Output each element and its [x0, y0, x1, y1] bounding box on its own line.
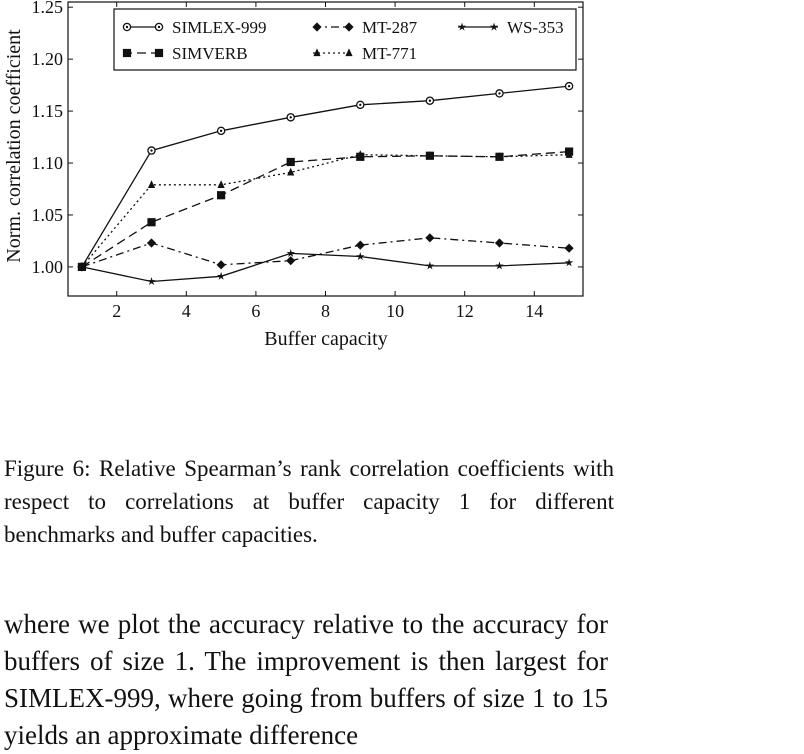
y-tick-label: 1.05 — [32, 205, 64, 225]
data-point-ws-353 — [495, 261, 504, 270]
legend-marker — [345, 48, 353, 57]
legend-marker — [312, 22, 322, 32]
chart: 2 4 6 8 10 12 14 1.00 1.05 1.10 1.15 1.20 1.25 SIML… — [3, 0, 584, 350]
y-axis: 1.00 1.05 1.10 1.15 1.20 1.25 — [32, 0, 583, 277]
legend: SIMLEX-999 SIMVERB MT-287 MT-771 WS-353 — [113, 8, 577, 71]
x-axis-label: Buffer capacity — [264, 328, 387, 350]
series-ws-353 — [77, 249, 574, 285]
data-point-simlex-999-dot — [359, 103, 362, 107]
legend-entry-mt-287: MT-287 — [312, 18, 418, 37]
y-tick-label: 1.10 — [32, 153, 64, 173]
data-point-mt-771 — [426, 151, 434, 159]
data-point-ws-353 — [425, 261, 435, 270]
x-tick-label: 6 — [251, 301, 260, 321]
legend-marker — [154, 48, 164, 58]
data-point-ws-353 — [77, 262, 87, 271]
series-mt-771 — [78, 150, 573, 271]
body-paragraph: where we plot the accuracy relative to t… — [4, 609, 608, 750]
data-point-mt-287 — [146, 238, 157, 248]
data-point-mt-287 — [425, 233, 435, 243]
data-point-ws-353 — [356, 252, 365, 261]
data-point-mt-287 — [355, 240, 365, 250]
legend-label: WS-353 — [507, 18, 564, 37]
data-point-mt-771 — [565, 150, 573, 158]
data-point-mt-287 — [494, 238, 505, 248]
data-point-ws-353 — [147, 277, 156, 285]
legend-label: MT-771 — [362, 44, 417, 63]
data-point-mt-287 — [286, 256, 296, 266]
legend-marker — [122, 48, 132, 58]
data-point-simlex-999-dot — [219, 129, 223, 133]
legend-entry-simverb: SIMVERB — [122, 44, 248, 63]
series-layer — [77, 81, 574, 285]
data-point-mt-771 — [217, 180, 225, 188]
legend-label: SIMVERB — [172, 44, 248, 63]
series-line-mt-287 — [81, 237, 570, 268]
y-tick-label: 1.25 — [32, 0, 64, 17]
data-point-mt-287 — [564, 243, 574, 253]
legend-marker — [313, 48, 321, 57]
series-line-ws-353 — [81, 252, 570, 283]
legend-marker-dot — [125, 25, 129, 29]
series-simverb — [77, 147, 574, 272]
data-point-simlex-999-dot — [428, 99, 432, 102]
legend-entry-mt-771: MT-771 — [313, 44, 417, 63]
data-point-simlex-999-dot — [289, 116, 292, 119]
x-tick-label: 8 — [321, 301, 330, 321]
legend-marker — [489, 22, 499, 31]
data-point-ws-353 — [216, 271, 226, 280]
data-point-mt-771 — [495, 152, 504, 160]
y-axis-label: Norm. correlation coefficient — [3, 29, 25, 263]
legend-marker — [344, 22, 354, 32]
data-point-simlex-999-dot — [567, 84, 571, 88]
y-tick-label: 1.00 — [32, 257, 64, 277]
data-point-ws-353 — [564, 258, 574, 267]
data-point-simverb — [217, 191, 226, 200]
figure-caption: Figure 6: Relative Spearman’s rank corre… — [4, 456, 614, 547]
legend-box — [113, 8, 577, 71]
legend-entry-simlex-999: SIMLEX-999 — [122, 18, 266, 37]
legend-label: SIMLEX-999 — [172, 18, 266, 37]
data-point-mt-771 — [287, 167, 295, 176]
data-point-mt-287 — [216, 260, 226, 270]
data-point-mt-771 — [356, 150, 364, 158]
x-tick-label: 10 — [386, 301, 404, 321]
data-point-simlex-999-dot — [150, 149, 153, 152]
y-tick-label: 1.15 — [32, 101, 64, 121]
legend-marker-dot — [157, 25, 161, 29]
x-tick-label: 14 — [525, 301, 543, 321]
series-line-mt-771 — [81, 154, 570, 268]
series-line-simlex-999 — [81, 85, 570, 268]
x-tick-label: 4 — [182, 301, 191, 321]
legend-marker — [457, 22, 467, 31]
data-point-simverb — [286, 157, 295, 167]
legend-label: MT-287 — [362, 18, 418, 37]
series-line-simverb — [81, 150, 570, 268]
x-tick-label: 12 — [456, 301, 474, 321]
y-tick-label: 1.20 — [32, 49, 64, 69]
x-tick-label: 2 — [112, 301, 121, 321]
data-point-mt-771 — [147, 180, 156, 188]
data-point-simlex-999-dot — [498, 92, 501, 95]
data-point-simverb — [147, 218, 156, 227]
legend-entry-ws-353: WS-353 — [457, 18, 564, 37]
data-point-ws-353 — [286, 249, 295, 257]
series-mt-287 — [77, 233, 574, 272]
x-axis: 2 4 6 8 10 12 14 — [112, 2, 543, 321]
